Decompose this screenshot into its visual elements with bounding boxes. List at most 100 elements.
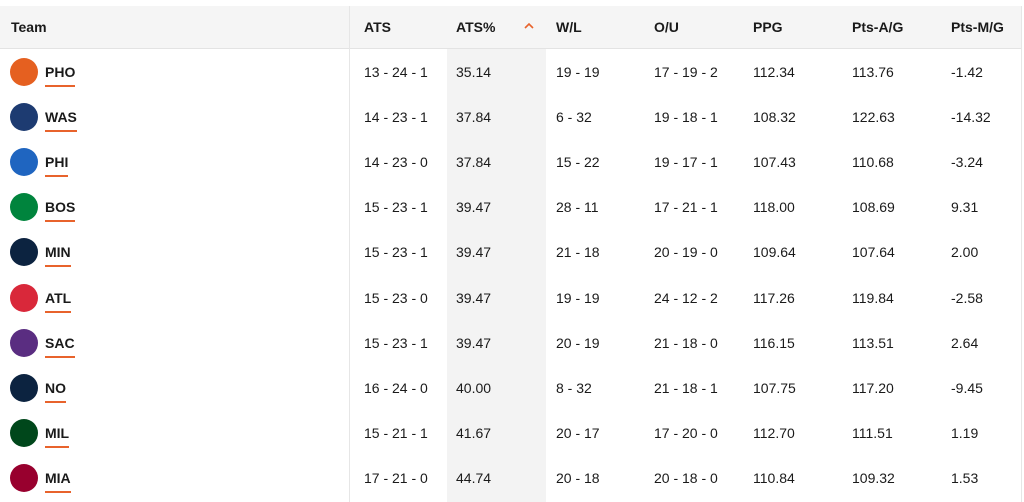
team-link[interactable]: ATL	[45, 276, 72, 321]
cell-ppg: 112.34	[753, 64, 795, 80]
cell-ou: 20 - 18 - 0	[654, 470, 718, 486]
header-pts-m[interactable]: Pts-M/G	[951, 19, 1004, 35]
cell-pts-m: 2.00	[951, 244, 979, 260]
cell-ou: 19 - 17 - 1	[654, 154, 718, 170]
cell-pts-a: 109.32	[852, 470, 895, 486]
cell-pts-m: -2.58	[951, 290, 983, 306]
header-ats[interactable]: ATS	[364, 19, 391, 35]
cell-ppg: 118.00	[753, 199, 795, 215]
cell-ou: 17 - 20 - 0	[654, 425, 718, 441]
cell-wl: 6 - 32	[556, 109, 592, 125]
cell-ppg: 107.75	[753, 380, 796, 396]
team-link[interactable]: MIA	[45, 456, 71, 501]
cell-pts-a: 119.84	[852, 290, 894, 306]
team-link[interactable]: BOS	[45, 185, 76, 230]
cell-pts-m: 2.64	[951, 335, 979, 351]
cell-ppg: 116.15	[753, 335, 795, 351]
team-link[interactable]: MIL	[45, 411, 70, 456]
cell-ats-pct: 39.47	[456, 335, 492, 351]
cell-ou: 21 - 18 - 1	[654, 380, 718, 396]
cell-ppg: 107.43	[753, 154, 796, 170]
cell-ats-pct: 41.67	[456, 425, 492, 441]
cell-ppg: 117.26	[753, 290, 795, 306]
cell-ats-pct: 39.47	[456, 244, 492, 260]
cell-ats: 14 - 23 - 0	[364, 154, 428, 170]
cell-pts-m: -1.42	[951, 64, 983, 80]
cell-ou: 20 - 19 - 0	[654, 244, 718, 260]
cell-ppg: 112.70	[753, 425, 795, 441]
cell-pts-m: -9.45	[951, 380, 983, 396]
cell-wl: 20 - 18	[556, 470, 600, 486]
cell-ats: 14 - 23 - 1	[364, 109, 428, 125]
cell-pts-m: 1.53	[951, 470, 979, 486]
cell-pts-a: 110.68	[852, 154, 894, 170]
header-wl[interactable]: W/L	[556, 19, 582, 35]
table-row: NO 16 - 24 - 0 40.00 8 - 32 21 - 18 - 1 107.7…	[0, 366, 1024, 411]
table-row: PHI 14 - 23 - 0 37.84 15 - 22 19 - 17 - 1 107…	[0, 140, 1024, 185]
cell-ats-pct: 37.84	[456, 109, 492, 125]
cell-wl: 19 - 19	[556, 64, 600, 80]
table-header: Team ATS ATS% W/L O/U PPG Pts-A/G Pts-M/…	[0, 6, 1022, 49]
team-link[interactable]: SAC	[45, 321, 75, 366]
team-link[interactable]: NO	[45, 366, 66, 411]
team-link[interactable]: WAS	[45, 95, 77, 140]
cell-wl: 15 - 22	[556, 154, 600, 170]
cell-wl: 19 - 19	[556, 290, 600, 306]
column-divider	[1021, 6, 1022, 502]
cell-wl: 20 - 17	[556, 425, 600, 441]
76ers-logo-icon	[10, 148, 38, 176]
cell-ou: 24 - 12 - 2	[654, 290, 718, 306]
celtics-logo-icon	[10, 193, 38, 221]
cell-ou: 17 - 21 - 1	[654, 199, 718, 215]
team-link[interactable]: PHI	[45, 140, 69, 185]
table-row: SAC 15 - 23 - 1 39.47 20 - 19 21 - 18 - 0 116…	[0, 321, 1024, 366]
wizards-logo-icon	[10, 103, 38, 131]
cell-ats: 15 - 23 - 0	[364, 290, 428, 306]
hawks-logo-icon	[10, 284, 38, 312]
header-ats-pct[interactable]: ATS%	[456, 19, 496, 35]
cell-pts-m: 9.31	[951, 199, 979, 215]
table-row: MIA 17 - 21 - 0 44.74 20 - 18 20 - 18 - 0 110…	[0, 456, 1024, 501]
cell-wl: 28 - 11	[556, 199, 599, 215]
header-ou[interactable]: O/U	[654, 19, 679, 35]
table-row: MIL 15 - 21 - 1 41.67 20 - 17 17 - 20 - 0 112…	[0, 411, 1024, 456]
cell-ats-pct: 39.47	[456, 290, 492, 306]
cell-wl: 21 - 18	[556, 244, 600, 260]
cell-ppg: 109.64	[753, 244, 796, 260]
cell-ats: 15 - 23 - 1	[364, 335, 428, 351]
cell-pts-m: -14.32	[951, 109, 991, 125]
table-row: BOS 15 - 23 - 1 39.47 28 - 11 17 - 21 - 1 118…	[0, 185, 1024, 230]
cell-pts-a: 117.20	[852, 380, 894, 396]
pelicans-logo-icon	[10, 374, 38, 402]
team-link[interactable]: MIN	[45, 230, 71, 275]
header-pts-a[interactable]: Pts-A/G	[852, 19, 904, 35]
cell-pts-m: -3.24	[951, 154, 983, 170]
cell-ats: 15 - 21 - 1	[364, 425, 428, 441]
team-link[interactable]: PHO	[45, 50, 76, 95]
cell-ats: 15 - 23 - 1	[364, 244, 428, 260]
cell-ats: 15 - 23 - 1	[364, 199, 428, 215]
cell-ou: 19 - 18 - 1	[654, 109, 718, 125]
cell-ats-pct: 37.84	[456, 154, 492, 170]
cell-wl: 20 - 19	[556, 335, 600, 351]
cell-ou: 17 - 19 - 2	[654, 64, 718, 80]
heat-logo-icon	[10, 464, 38, 492]
header-ppg[interactable]: PPG	[753, 19, 783, 35]
cell-pts-a: 113.51	[852, 335, 894, 351]
cell-ats: 13 - 24 - 1	[364, 64, 428, 80]
cell-ats: 17 - 21 - 0	[364, 470, 428, 486]
table-row: MIN 15 - 23 - 1 39.47 21 - 18 20 - 19 - 0 109…	[0, 230, 1024, 275]
sorted-column-highlight	[447, 48, 546, 502]
header-team[interactable]: Team	[11, 19, 47, 35]
cell-ats-pct: 39.47	[456, 199, 492, 215]
timberwolves-logo-icon	[10, 238, 38, 266]
cell-ats-pct: 35.14	[456, 64, 492, 80]
cell-pts-a: 107.64	[852, 244, 895, 260]
cell-pts-a: 111.51	[852, 425, 893, 441]
cell-ppg: 110.84	[753, 470, 795, 486]
cell-pts-a: 122.63	[852, 109, 895, 125]
cell-wl: 8 - 32	[556, 380, 592, 396]
chevron-up-icon[interactable]	[523, 21, 535, 31]
column-divider	[349, 6, 350, 502]
cell-pts-a: 113.76	[852, 64, 894, 80]
